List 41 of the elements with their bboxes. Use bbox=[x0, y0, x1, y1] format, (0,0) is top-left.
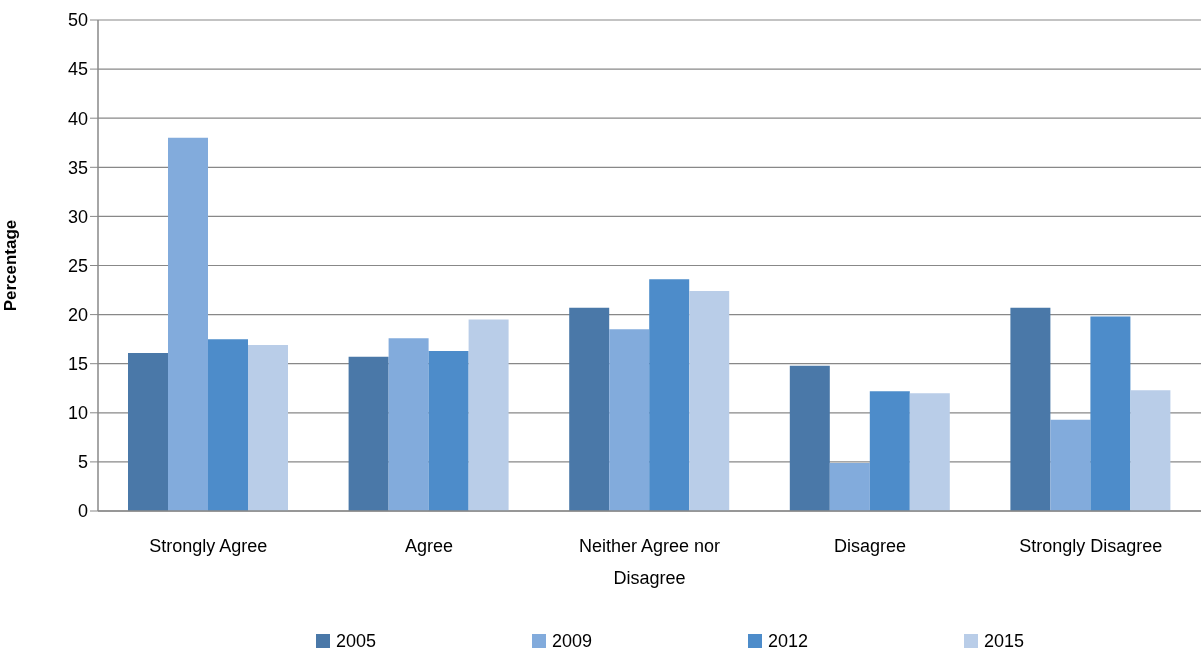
bar bbox=[468, 319, 509, 511]
bar bbox=[1130, 390, 1171, 511]
bar bbox=[689, 291, 730, 511]
bar bbox=[909, 393, 950, 511]
legend-label: 2015 bbox=[984, 630, 1025, 652]
y-tick-label: 15 bbox=[67, 354, 88, 375]
bar bbox=[789, 365, 830, 511]
bar bbox=[248, 345, 288, 511]
bar bbox=[569, 307, 610, 511]
y-tick-label: 45 bbox=[67, 59, 88, 80]
y-tick-label: 35 bbox=[67, 157, 88, 178]
y-tick-label: 5 bbox=[77, 452, 88, 473]
legend-label: 2009 bbox=[552, 630, 593, 652]
bar bbox=[168, 137, 208, 511]
bar bbox=[1050, 419, 1091, 511]
y-tick-label: 50 bbox=[67, 10, 88, 31]
legend-label: 2012 bbox=[768, 630, 809, 652]
y-tick-label: 30 bbox=[67, 206, 88, 227]
x-tick-label: Agree bbox=[404, 535, 453, 556]
y-tick-label: 20 bbox=[67, 304, 88, 325]
x-tick-label: Strongly Agree bbox=[149, 535, 268, 556]
y-tick-label: 10 bbox=[67, 403, 88, 424]
y-axis-title: Percentage bbox=[1, 219, 21, 312]
x-tick-label: Neither Agree nor Disagree bbox=[578, 535, 721, 589]
bar bbox=[649, 279, 690, 511]
bar bbox=[1090, 316, 1131, 511]
bar bbox=[348, 356, 389, 511]
legend-label: 2005 bbox=[336, 630, 377, 652]
bar bbox=[609, 329, 650, 511]
bar bbox=[1010, 307, 1051, 511]
bar bbox=[829, 462, 870, 511]
x-tick-label: Disagree bbox=[834, 535, 907, 556]
y-tick-label: 0 bbox=[77, 501, 88, 522]
bar bbox=[128, 352, 168, 511]
y-tick-label: 40 bbox=[67, 108, 88, 129]
bar bbox=[869, 391, 910, 511]
bar bbox=[428, 350, 469, 511]
x-tick-label: Strongly Disagree bbox=[1019, 535, 1163, 556]
bar bbox=[208, 339, 248, 511]
y-tick-label: 25 bbox=[67, 255, 88, 276]
bar bbox=[388, 338, 429, 511]
